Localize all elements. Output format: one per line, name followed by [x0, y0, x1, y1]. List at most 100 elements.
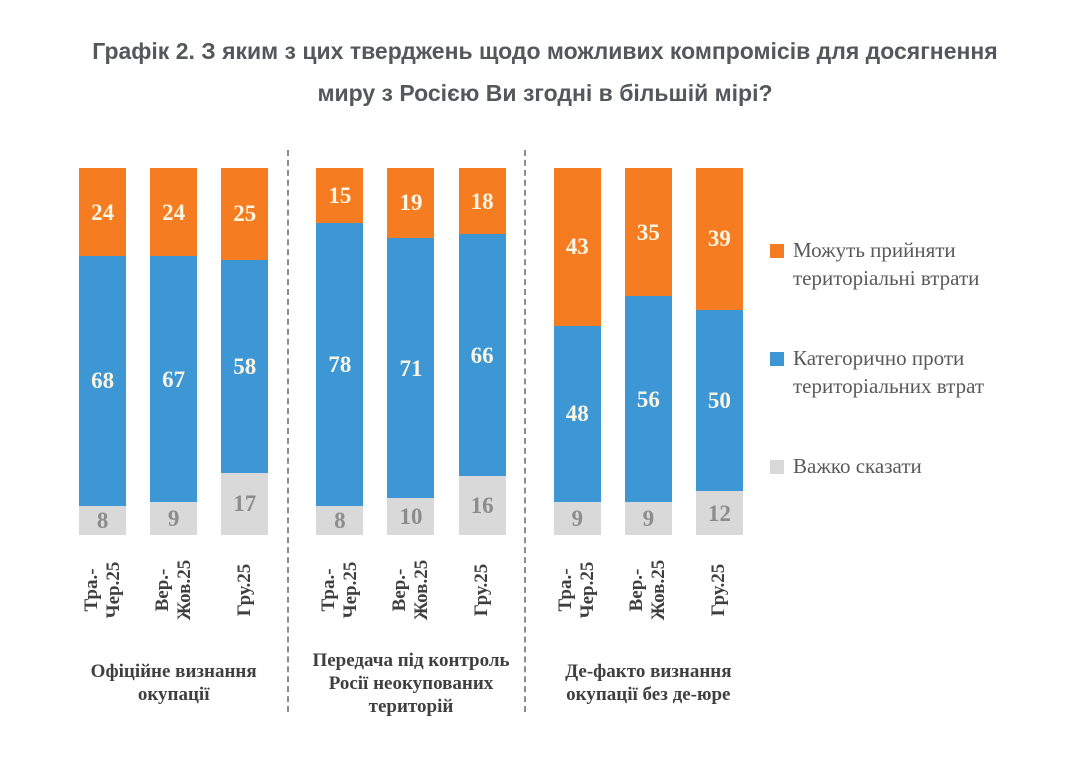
x-axis-ticks: Тра.- Чер.25 Вер.- Жов.25 Гру.25 [55, 540, 292, 640]
legend-label-accept: Можуть прийняти територіальні втрати [793, 238, 980, 290]
segment-value: 8 [96, 507, 109, 533]
segment-hard: 17 [221, 472, 269, 535]
x-tick: Тра.- Чер.25 [316, 540, 363, 640]
segment-value: 19 [399, 190, 423, 216]
segment-against: 58 [221, 259, 269, 473]
segment-against: 66 [458, 234, 506, 477]
segment-value: 48 [565, 401, 589, 427]
segment-accept: 24 [150, 168, 198, 257]
segment-value: 25 [233, 201, 257, 227]
segment-hard: 9 [150, 501, 198, 535]
segment-against: 56 [624, 296, 672, 502]
segment-value: 43 [565, 234, 589, 260]
group-label: Де-факто визнання окупації без де-юре [565, 661, 732, 705]
x-tick: Тра.- Чер.25 [79, 540, 126, 640]
segment-value: 78 [328, 351, 352, 377]
group-label: Передача під контроль Росії неокупованих… [312, 649, 510, 717]
segment-value: 50 [707, 388, 731, 414]
legend: Можуть прийняти територіальні втрати Кат… [770, 236, 1066, 532]
x-tick: Гру.25 [221, 540, 268, 640]
stacked-bar: 16 66 18 [458, 168, 506, 535]
segment-value: 12 [707, 500, 731, 526]
legend-swatch-blue [770, 352, 784, 366]
x-tick-label: Тра.- Чер.25 [555, 561, 599, 619]
segment-value: 9 [642, 505, 655, 531]
segment-hard: 10 [387, 498, 435, 535]
stacked-bar: 8 78 15 [316, 168, 364, 535]
x-tick-label: Вер.- Жов.25 [626, 559, 670, 621]
segment-value: 39 [707, 226, 731, 252]
segment-accept: 19 [387, 168, 435, 238]
legend-item-hard: Важко сказати [770, 452, 1066, 480]
bars-row: 8 68 24 9 67 24 17 58 25 [55, 168, 292, 535]
group-divider-1 [287, 150, 289, 712]
x-tick: Гру.25 [459, 540, 506, 640]
segment-accept: 35 [624, 168, 672, 297]
segment-value: 9 [571, 505, 583, 531]
x-tick: Вер.- Жов.25 [625, 540, 672, 640]
stacked-bar: 17 58 25 [221, 168, 269, 535]
segment-accept: 24 [79, 168, 127, 257]
segment-hard: 8 [79, 505, 127, 535]
group-divider-2 [524, 150, 526, 712]
group-label: Офіційне визнання окупації [90, 661, 257, 705]
bar-group-2: 8 78 15 10 71 19 16 66 18 Тра.- Чер.25 Вер.- Жов.2… [292, 168, 529, 720]
segment-value: 24 [91, 199, 115, 225]
segment-accept: 39 [695, 168, 743, 310]
bars-row: 9 48 43 9 56 35 12 50 39 [530, 168, 767, 535]
segment-value: 8 [334, 507, 346, 533]
segment-against: 48 [553, 325, 601, 502]
segment-hard: 9 [553, 501, 601, 535]
segment-value: 18 [470, 188, 494, 214]
segment-value: 10 [399, 504, 423, 530]
segment-value: 9 [167, 505, 180, 531]
segment-hard: 16 [458, 476, 506, 535]
segment-value: 56 [636, 386, 660, 412]
x-tick-label: Вер.- Жов.25 [388, 559, 432, 621]
stacked-bar: 9 56 35 [624, 168, 672, 535]
segment-accept: 15 [316, 168, 364, 223]
segment-value: 35 [636, 219, 660, 245]
segment-against: 71 [387, 237, 435, 499]
legend-swatch-gray [770, 460, 784, 474]
segment-value: 16 [470, 493, 494, 519]
stacked-bar: 9 67 24 [150, 168, 198, 535]
chart-title: Графік 2. З яким з цих тверджень щодо мо… [92, 38, 998, 106]
legend-swatch-orange [770, 244, 784, 258]
stacked-bar: 12 50 39 [695, 168, 743, 535]
x-tick-label: Тра.- Чер.25 [317, 561, 361, 619]
segment-value: 67 [162, 366, 186, 392]
segment-accept: 25 [221, 168, 269, 260]
segment-against: 67 [150, 256, 198, 502]
stacked-bar: 9 48 43 [553, 168, 601, 535]
bars-row: 8 78 15 10 71 19 16 66 18 [292, 168, 529, 535]
segment-accept: 43 [553, 168, 601, 326]
x-axis-ticks: Тра.- Чер.25 Вер.- Жов.25 Гру.25 [292, 540, 529, 640]
segment-value: 17 [233, 491, 257, 517]
segment-value: 71 [399, 355, 423, 381]
x-tick: Вер.- Жов.25 [387, 540, 434, 640]
x-tick-label: Гру.25 [471, 563, 493, 617]
segment-accept: 18 [458, 168, 506, 235]
x-tick-label: Гру.25 [233, 563, 255, 617]
segment-value: 66 [470, 342, 494, 368]
segment-hard: 9 [624, 501, 672, 535]
legend-item-accept: Можуть прийняти територіальні втрати [770, 236, 1066, 292]
segment-against: 50 [695, 309, 743, 492]
x-tick-label: Вер.- Жов.25 [151, 559, 195, 621]
stacked-bar: 8 68 24 [79, 168, 127, 535]
legend-item-against: Категорично проти територіальних втрат [770, 344, 1066, 400]
segment-against: 78 [316, 222, 364, 506]
x-tick: Гру.25 [696, 540, 743, 640]
segment-hard: 8 [316, 505, 364, 535]
segment-against: 68 [79, 256, 127, 506]
legend-label-hard: Важко сказати [793, 454, 922, 478]
x-axis-ticks: Тра.- Чер.25 Вер.- Жов.25 Гру.25 [530, 540, 767, 640]
x-tick: Тра.- Чер.25 [554, 540, 601, 640]
plot-area: 8 68 24 9 67 24 17 58 25 Тра.- Чер.25 Вер.- Жов.25… [55, 168, 767, 720]
stacked-bar: 10 71 19 [387, 168, 435, 535]
segment-value: 58 [233, 353, 257, 379]
x-tick-label: Гру.25 [708, 563, 730, 617]
segment-value: 15 [328, 182, 352, 208]
